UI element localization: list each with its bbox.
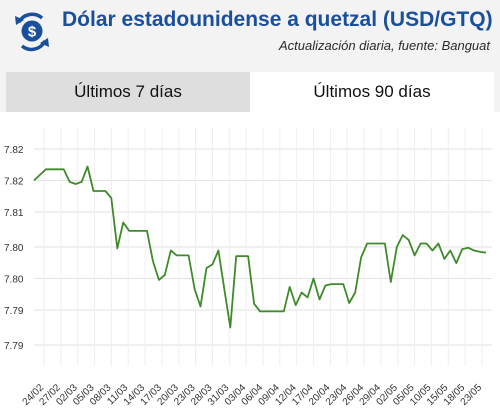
page-subtitle: Actualización diaria, fuente: Banguat	[278, 38, 490, 53]
y-tick-label: 7.80	[4, 243, 24, 254]
tab-7-days[interactable]: Últimos 7 días	[6, 72, 250, 112]
page-title: Dólar estadounidense a quetzal (USD/GTQ)	[62, 8, 493, 31]
rate-series-line	[33, 165, 487, 329]
period-tabs: Últimos 7 días Últimos 90 días	[6, 72, 494, 112]
currency-exchange-icon: $	[15, 12, 49, 52]
exchange-rate-chart: 7.827.827.817.807.807.797.7924/0227/0202…	[4, 128, 492, 408]
header: $ Dólar estadounidense a quetzal (USD/GT…	[0, 0, 500, 62]
y-tick-label: 7.79	[4, 306, 24, 317]
y-tick-label: 7.82	[4, 145, 24, 156]
y-tick-label: 7.82	[4, 177, 24, 188]
chart-area: 7.82 7.82 7.81 7.80 7.80 7.79 7.79 24/02 27/02 02…	[0, 112, 500, 417]
tab-90-days[interactable]: Últimos 90 días	[250, 72, 494, 112]
y-tick-label: 7.81	[4, 208, 24, 219]
svg-text:$: $	[28, 24, 37, 41]
y-tick-label: 7.79	[4, 341, 24, 352]
y-tick-label: 7.80	[4, 275, 24, 286]
